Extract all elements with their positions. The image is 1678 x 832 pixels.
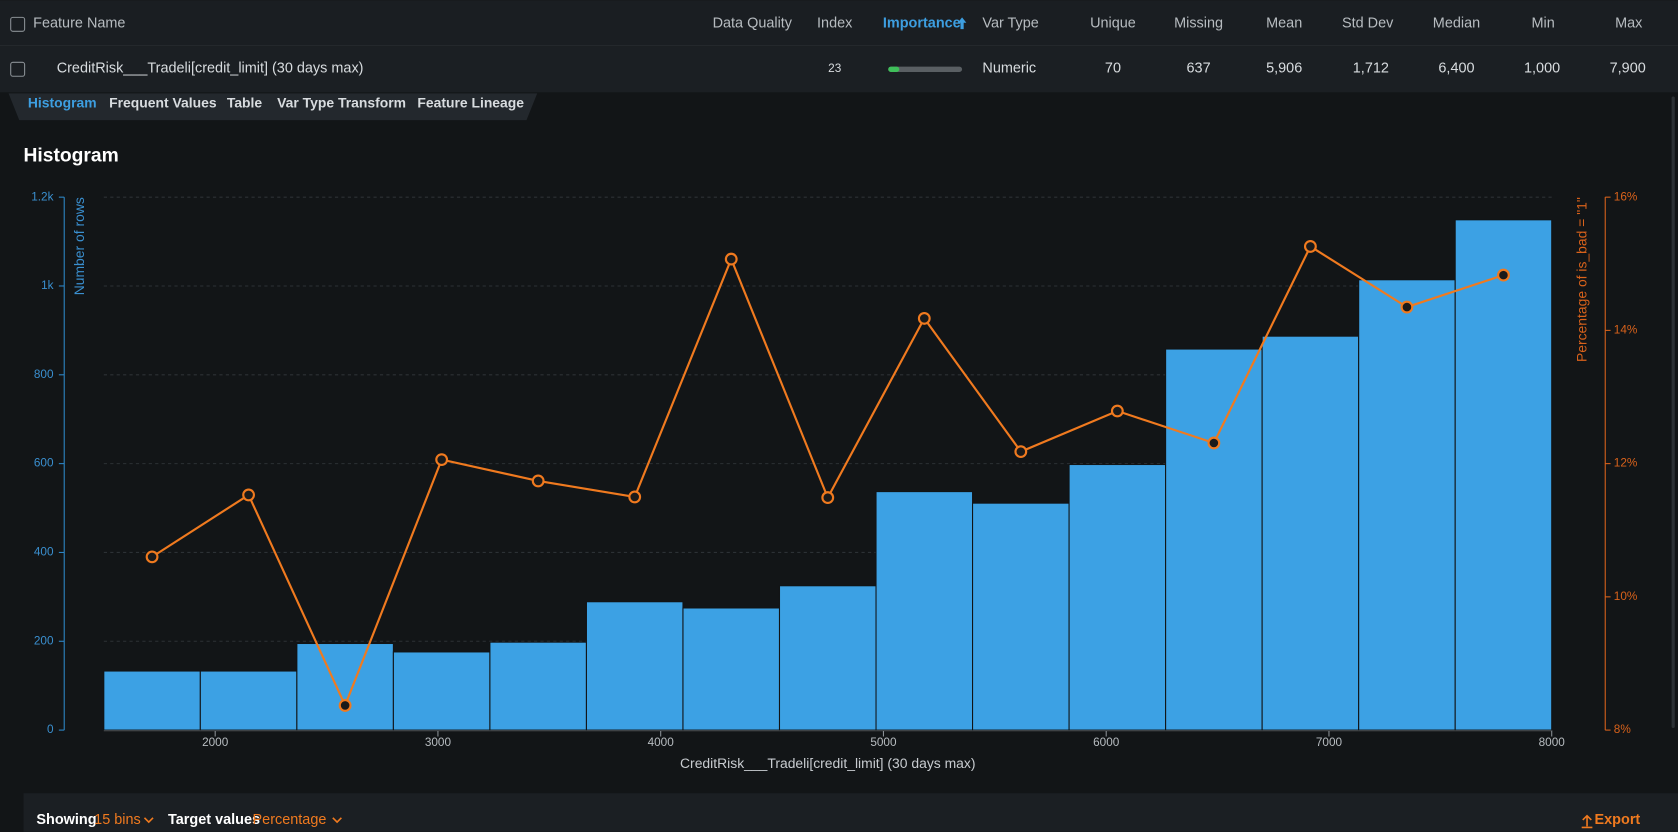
- cell: Numeric: [982, 61, 1036, 77]
- cell: 1,712: [1353, 61, 1389, 77]
- bar: [586, 602, 683, 730]
- y-tick-label: 400: [34, 546, 54, 559]
- bar: [297, 643, 394, 730]
- tab[interactable]: Frequent Values: [109, 95, 217, 111]
- bar: [104, 671, 201, 730]
- bar: [490, 642, 587, 730]
- point: [1015, 446, 1026, 457]
- x-axis-title: CreditRisk___Tradeli[credit_limit] (30 d…: [680, 755, 975, 771]
- bar: [973, 503, 1070, 730]
- x-tick-label: 3000: [425, 736, 452, 749]
- column-header[interactable]: Feature Name: [33, 16, 125, 32]
- y-tick-label: 0: [47, 723, 54, 736]
- point: [1498, 270, 1509, 281]
- importance-track: [888, 67, 962, 72]
- column-header[interactable]: Unique: [1090, 16, 1136, 32]
- y-tick-label: 200: [34, 634, 54, 647]
- cell: 5,906: [1266, 61, 1302, 77]
- y2-tick-label: 12%: [1614, 457, 1638, 470]
- x-tick-label: 2000: [202, 736, 229, 749]
- point: [533, 476, 544, 487]
- bar: [1166, 349, 1263, 730]
- bins-dropdown[interactable]: 15 bins: [94, 812, 141, 828]
- cell: 23: [828, 62, 842, 75]
- x-tick-label: 6000: [1093, 736, 1120, 749]
- cell: 7,900: [1610, 61, 1646, 77]
- importance-bar: [888, 67, 899, 72]
- column-header[interactable]: Var Type: [982, 16, 1038, 32]
- tab[interactable]: Histogram: [28, 95, 97, 111]
- cell: 70: [1105, 61, 1121, 77]
- bar: [1262, 336, 1359, 730]
- point: [822, 492, 833, 503]
- column-header[interactable]: Missing: [1174, 16, 1223, 32]
- column-header[interactable]: Min: [1532, 16, 1555, 32]
- export-button[interactable]: Export: [1595, 812, 1641, 828]
- panel-title: Histogram: [24, 146, 119, 167]
- column-header[interactable]: Max: [1615, 16, 1643, 32]
- column-header[interactable]: Median: [1433, 16, 1480, 32]
- column-header[interactable]: Mean: [1266, 16, 1302, 32]
- column-header[interactable]: Std Dev: [1342, 16, 1394, 32]
- point: [340, 700, 351, 711]
- point: [726, 254, 737, 265]
- column-header[interactable]: Importance: [883, 16, 961, 32]
- point: [1402, 302, 1413, 313]
- tab[interactable]: Var Type Transform: [277, 95, 406, 111]
- x-tick-label: 7000: [1316, 736, 1343, 749]
- feature-name[interactable]: CreditRisk___Tradeli[credit_limit] (30 d…: [57, 61, 364, 77]
- bar: [1455, 220, 1552, 730]
- point: [147, 552, 158, 563]
- y2-tick-label: 16%: [1614, 190, 1638, 203]
- x-tick-label: 5000: [870, 736, 897, 749]
- y2-tick-label: 14%: [1614, 323, 1638, 336]
- point: [629, 492, 640, 503]
- target-dropdown[interactable]: Percentage: [253, 812, 327, 828]
- point: [919, 313, 930, 324]
- tab[interactable]: Table: [227, 95, 263, 111]
- point: [1305, 241, 1316, 252]
- cell: 6,400: [1438, 61, 1474, 77]
- bar: [683, 608, 780, 730]
- y2-tick-label: 8%: [1614, 723, 1632, 736]
- y-tick-label: 1k: [41, 279, 54, 292]
- bar: [876, 492, 973, 730]
- y-axis-title: Number of rows: [71, 197, 87, 295]
- point: [1209, 438, 1220, 449]
- point: [243, 490, 254, 501]
- cell: 1,000: [1524, 61, 1560, 77]
- column-header[interactable]: Index: [817, 16, 853, 32]
- y-tick-label: 1.2k: [31, 190, 53, 203]
- point: [1112, 406, 1123, 417]
- y-tick-label: 800: [34, 368, 54, 381]
- y-tick-label: 600: [34, 457, 54, 470]
- scrollbar[interactable]: [1672, 97, 1675, 728]
- y2-tick-label: 10%: [1614, 590, 1638, 603]
- footer-label: Target values: [168, 812, 260, 828]
- cell: 637: [1187, 61, 1211, 77]
- column-header[interactable]: Data Quality: [713, 16, 793, 32]
- tab[interactable]: Feature Lineage: [417, 95, 524, 111]
- bar: [200, 671, 297, 730]
- bar: [779, 586, 876, 730]
- bar: [393, 652, 490, 730]
- bar: [1359, 280, 1456, 730]
- bar: [1069, 465, 1166, 731]
- footer-label: Showing: [36, 812, 96, 828]
- x-tick-label: 4000: [648, 736, 675, 749]
- point: [436, 454, 447, 465]
- x-tick-label: 8000: [1539, 736, 1566, 749]
- y2-axis-title: Percentage of is_bad = "1": [1573, 197, 1589, 362]
